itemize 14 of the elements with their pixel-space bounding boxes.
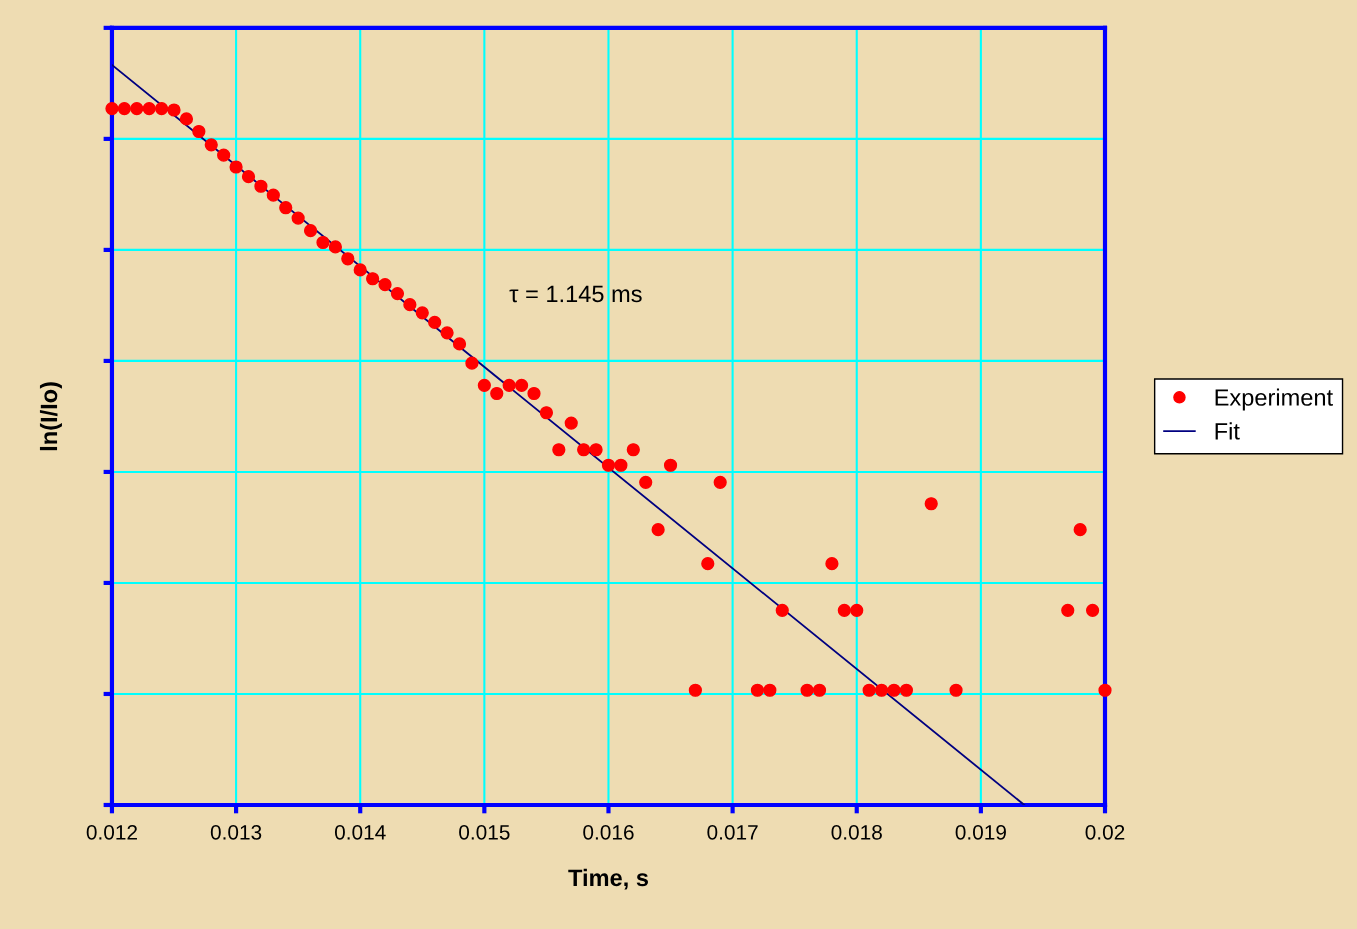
legend-label: Experiment [1215,388,1333,411]
x-tick-label: 0.015 [459,824,510,840]
x-tick-label: 0.014 [334,824,386,840]
y-axis-title: ln(I/Io) [39,382,62,451]
x-tick-label: 0.013 [210,824,262,840]
x-tick-label: 0.02 [1085,824,1125,840]
legend-label: Fit [1215,422,1240,440]
x-tick-label: 0.012 [86,824,137,840]
x-tick-label: 0.018 [831,824,882,840]
annotation: τ = 1.145 ms [509,285,642,303]
x-tick-label: 0.017 [707,824,758,840]
x-axis-title: Time, s [568,868,648,890]
x-tick-label: 0.019 [955,824,1006,840]
x-tick-label: 0.016 [583,824,634,840]
